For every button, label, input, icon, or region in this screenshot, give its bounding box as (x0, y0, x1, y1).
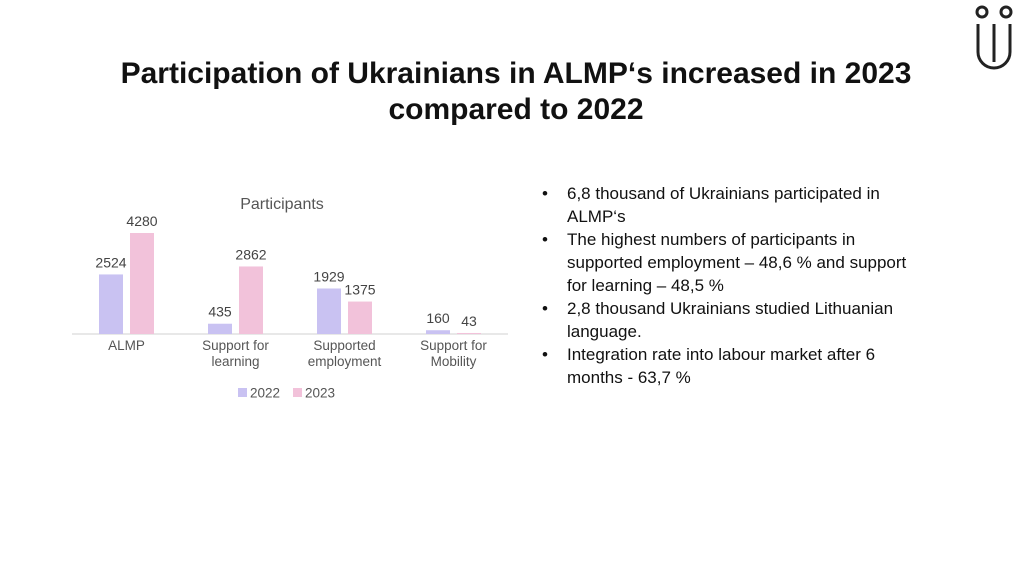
bar (99, 274, 123, 334)
legend-label: 2023 (305, 386, 335, 401)
logo (975, 5, 1013, 70)
slide-title: Participation of Ukrainians in ALMP‘s in… (120, 57, 912, 126)
data-label: 43 (461, 313, 477, 329)
legend-label: 2022 (250, 386, 280, 401)
data-label: 2524 (95, 254, 126, 270)
data-label: 1929 (313, 268, 344, 284)
chart-title: Participants (240, 196, 324, 213)
x-tick-label: Support for Mobility (420, 338, 487, 369)
legend-swatch (293, 388, 302, 397)
bullet: The highest numbers of participants in s… (540, 228, 925, 297)
data-label: 2862 (235, 246, 266, 262)
bullet: 2,8 thousand Ukrainians studied Lithuani… (540, 297, 925, 343)
x-tick-label: ALMP (108, 338, 145, 353)
data-label: 435 (208, 304, 232, 320)
x-tick-label: Support for learning (202, 338, 269, 369)
bullet: Integration rate into labour market afte… (540, 343, 925, 389)
bar (239, 266, 263, 334)
bar (426, 330, 450, 334)
data-label: 4280 (126, 213, 157, 229)
bullet-list: 6,8 thousand of Ukrainians participated … (540, 182, 925, 389)
bar (208, 323, 232, 334)
bar (348, 301, 372, 334)
bar (457, 332, 481, 334)
data-label: 160 (426, 310, 450, 326)
bullet: 6,8 thousand of Ukrainians participated … (540, 182, 925, 228)
bar (130, 233, 154, 334)
x-tick-label: Supported employment (307, 338, 382, 369)
legend-swatch (238, 388, 247, 397)
data-label: 1375 (344, 282, 375, 298)
bar (317, 288, 341, 334)
